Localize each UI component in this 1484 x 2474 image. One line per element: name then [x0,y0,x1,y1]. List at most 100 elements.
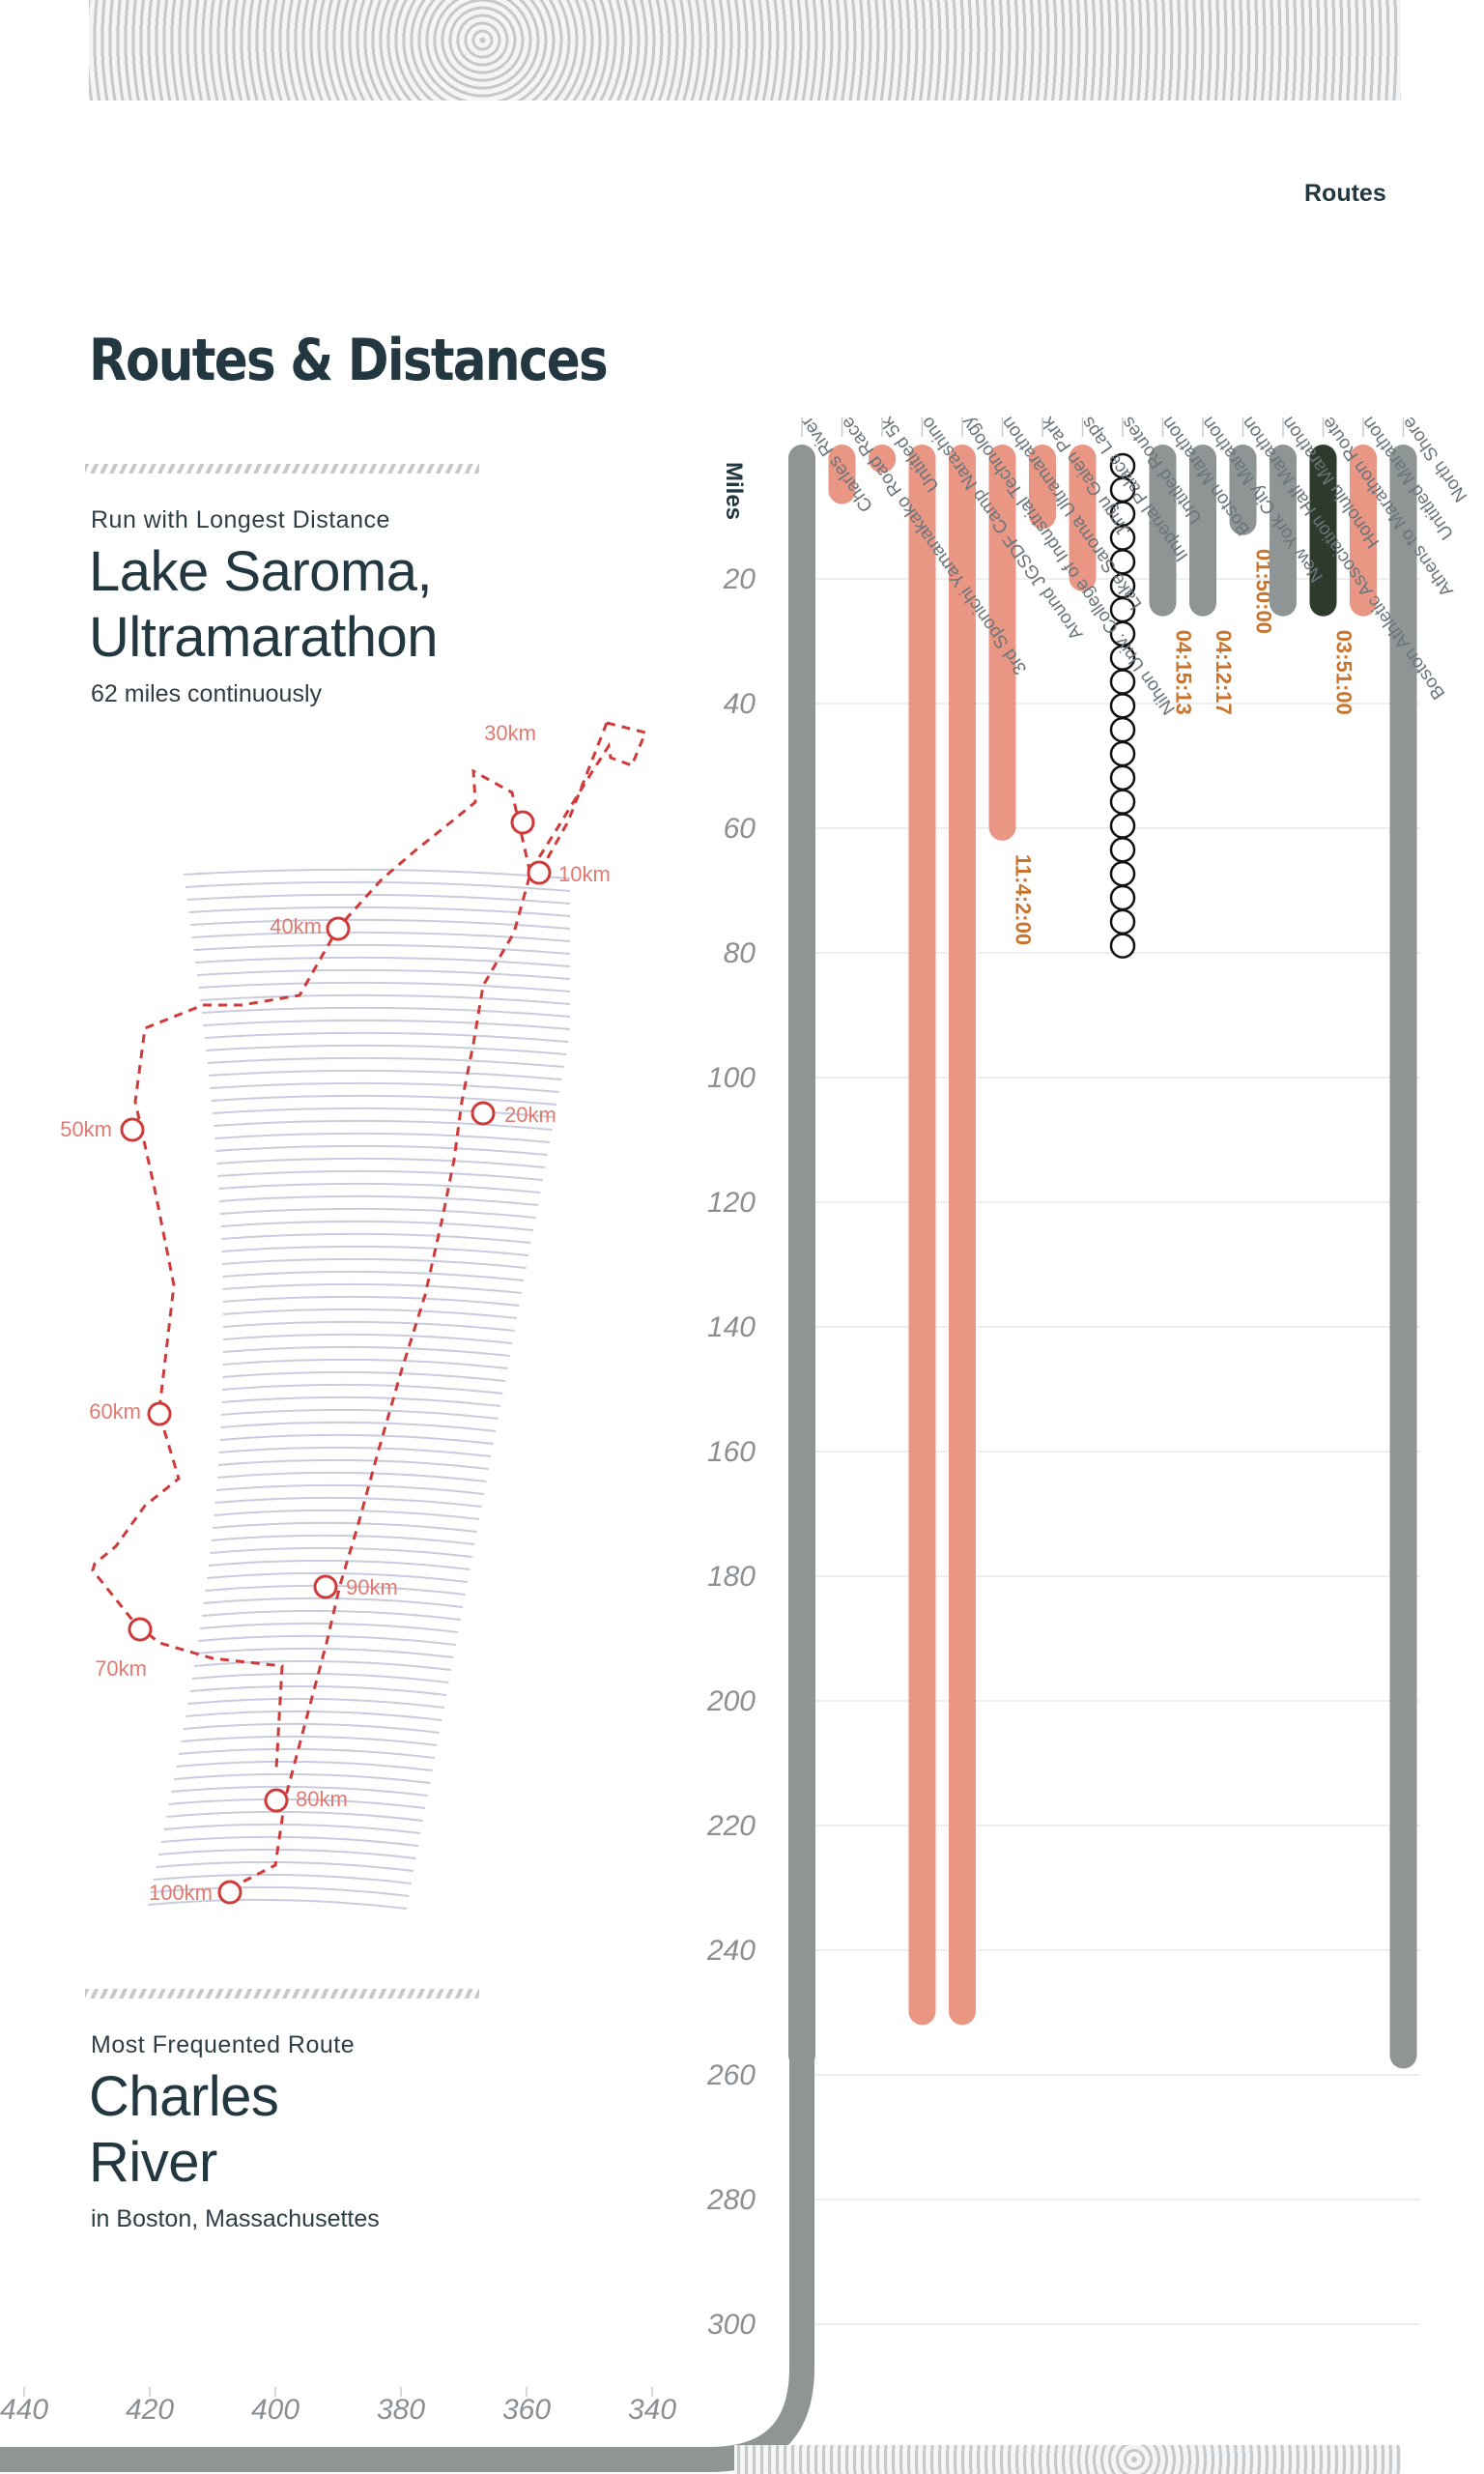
km-marker-label: 70km [95,1656,147,1681]
mile-circle [1109,813,1136,839]
water-line [166,1810,423,1822]
bottom-tick-label: 420 [126,2394,174,2426]
water-line [204,1031,569,1043]
y-tick-label: 60 [724,813,756,845]
bar [1069,445,1097,591]
km-marker-label: 90km [346,1575,398,1599]
km-marker [120,1117,145,1142]
water-line [221,1383,503,1395]
longest-name-line2: Ultramarathon [89,606,438,669]
bar [949,445,976,2026]
time-label: 11:4:2:00 [1012,854,1036,945]
water-line [171,1785,428,1797]
water-line [208,1559,471,1570]
km-marker-label: 80km [296,1787,348,1811]
y-tick-label: 260 [706,2059,756,2091]
axis-frame [0,454,814,2472]
water-line [214,1509,480,1520]
water-line [163,1823,421,1834]
mile-circle [1109,740,1136,767]
water-line [200,993,571,1005]
km-marker [527,860,552,885]
water-line [201,1609,461,1621]
divider-top [85,464,479,474]
mile-circle [1109,860,1136,887]
bar [1270,445,1297,617]
water-line [217,1458,489,1470]
mile-circle [1109,716,1136,743]
water-line [189,1684,447,1696]
km-marker [510,810,535,835]
water-line [200,1622,459,1633]
y-tick-label: 200 [706,1685,756,1717]
y-tick-label: 280 [706,2184,756,2216]
y-tick-label: 120 [707,1187,756,1219]
water-line [214,1132,551,1143]
water-line [214,1119,553,1131]
y-tick-label: 40 [724,688,756,720]
mile-circle [1109,789,1136,815]
bottom-tick-label: 380 [377,2394,425,2426]
water-line [213,1107,555,1118]
y-tick-label: 20 [723,563,756,595]
divider-bottom [85,1989,479,1999]
km-marker [326,916,351,941]
water-line [217,1169,543,1181]
y-tick-label: 160 [707,1436,756,1468]
mile-circle [1109,884,1136,911]
water-line [211,1094,557,1106]
mile-circle [1109,693,1136,719]
km-marker [217,1880,243,1905]
water-line [186,1710,442,1721]
water-line [218,1446,492,1457]
km-marker-label: 30km [484,721,536,745]
water-line [222,1370,505,1382]
y-tick-label: 220 [706,1810,756,1842]
bar [1309,445,1337,617]
route-map: 10km 20km 30km 40km 50km 60km 70km 80km 90km 100k… [60,721,648,1910]
bar [1229,445,1257,535]
time-label: 04:15:13 [1172,630,1196,715]
water-line [173,1772,431,1784]
water-line [193,943,571,955]
water-line [194,1659,452,1671]
floral-banner-top [89,0,1401,101]
water-line [222,1282,522,1294]
water-line [206,1044,567,1055]
frequent-route-name: Charles River [89,2064,279,2196]
water-line [219,1433,494,1445]
time-label: 03:51:00 [1332,630,1356,715]
frequent-detail: in Boston, Massachusettes [91,2205,380,2232]
bar [1350,445,1377,617]
water-line [203,1019,571,1030]
water-line [196,968,571,980]
bar [869,445,896,474]
water-line [207,1056,564,1068]
water-line [213,1521,477,1533]
page-title: Routes & Distances [89,327,609,394]
bar [1189,445,1216,617]
water-line [221,1232,531,1244]
water-line [216,1471,487,1482]
water-line [160,1835,419,1847]
km-marker [128,1617,153,1642]
water-line [221,1245,529,1256]
water-line [222,1333,513,1344]
water-line [148,1898,407,1910]
frequent-name-line1: Charles [89,2065,279,2128]
km-marker-label: 60km [89,1399,141,1424]
longest-name-line1: Lake Saroma, [89,540,433,603]
bar [988,445,1016,841]
bar [908,445,936,2026]
frequent-kicker: Most Frequented Route [91,2031,356,2058]
water-line [222,1295,520,1307]
water-line [207,1571,469,1583]
bottom-tick-label: 340 [628,2394,676,2426]
mile-circle [1109,908,1136,935]
longest-route-name: Lake Saroma, Ultramarathon [89,539,438,671]
y-tick-label: 240 [706,1935,756,1967]
km-marker-label: 100km [149,1881,213,1905]
bar [1029,445,1056,530]
water-line [219,1194,538,1206]
